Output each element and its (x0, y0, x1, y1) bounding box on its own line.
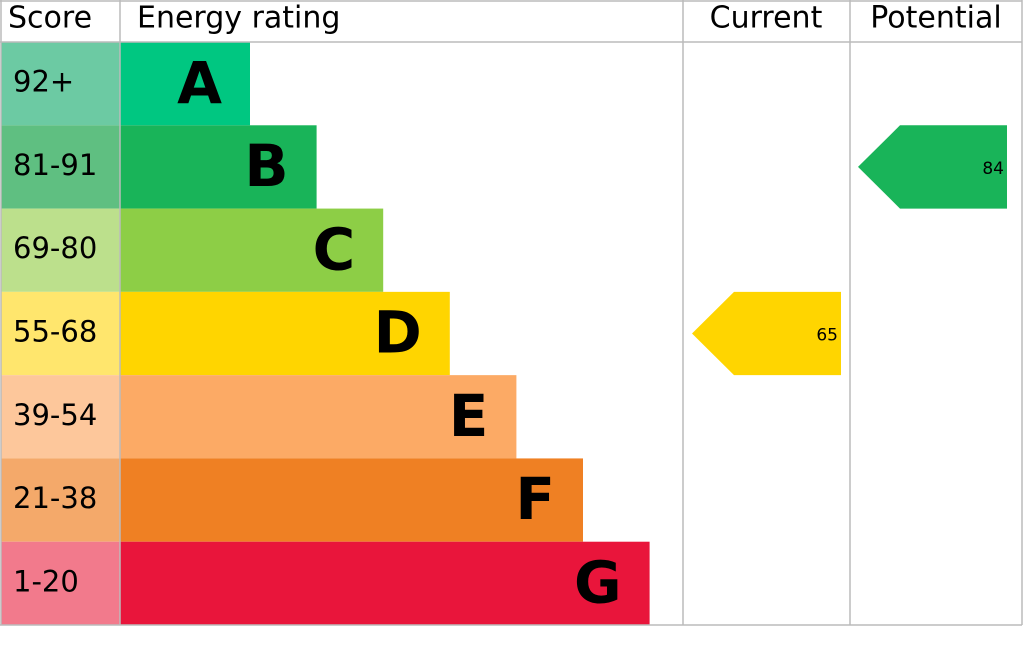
rating-bar (120, 125, 317, 209)
score-cell (1, 42, 120, 126)
rating-letter: B (244, 132, 288, 200)
rating-bar (120, 541, 650, 625)
score-label: 81-91 (13, 148, 97, 182)
rating-header: Energy rating (137, 1, 340, 36)
score-label: 69-80 (13, 231, 97, 265)
score-cell (1, 208, 120, 292)
current-header: Current (710, 1, 823, 36)
score-label: 21-38 (13, 481, 97, 515)
current-arrow (692, 291, 841, 376)
score-header: Score (8, 1, 92, 36)
score-cell (1, 458, 120, 542)
rating-bar (120, 42, 250, 126)
rating-letter: E (449, 382, 489, 450)
score-label: 92+ (13, 65, 74, 99)
potential-value: 84 (982, 159, 1004, 179)
score-cell (1, 541, 120, 625)
rating-bar (120, 291, 450, 376)
rating-letter: A (177, 49, 222, 117)
potential-header: Potential (870, 1, 1001, 36)
rating-bar (120, 208, 384, 292)
score-label: 39-54 (13, 398, 97, 432)
rating-letter: D (374, 299, 422, 367)
score-cell (1, 375, 120, 459)
rating-letter: F (515, 465, 555, 533)
score-label: 55-68 (13, 315, 97, 349)
rating-letter: C (313, 215, 356, 283)
rating-letter: G (574, 548, 622, 616)
current-value: 65 (816, 326, 838, 346)
rating-bar (120, 375, 517, 459)
potential-arrow (858, 125, 1007, 209)
score-cell (1, 125, 120, 209)
score-cell (1, 291, 120, 376)
rating-bar (120, 458, 583, 542)
score-label: 1-20 (13, 564, 79, 598)
